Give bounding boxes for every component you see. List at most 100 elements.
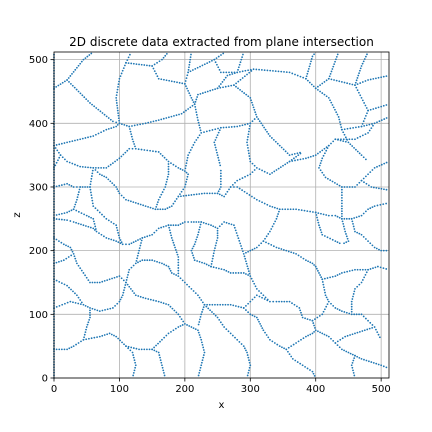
data-point xyxy=(340,188,343,191)
data-point xyxy=(60,212,63,215)
data-point xyxy=(177,224,180,227)
data-point xyxy=(139,123,142,126)
data-point xyxy=(225,71,228,74)
data-point xyxy=(247,267,250,270)
data-point xyxy=(98,310,101,313)
data-point xyxy=(181,324,184,326)
data-point xyxy=(175,311,178,314)
data-point xyxy=(84,186,86,188)
data-point xyxy=(350,305,353,308)
data-point xyxy=(190,287,193,290)
data-point xyxy=(309,333,312,336)
data-point xyxy=(84,166,87,169)
data-point xyxy=(332,140,335,143)
data-point xyxy=(304,365,306,368)
data-point xyxy=(173,273,175,275)
data-point xyxy=(84,331,87,334)
data-point xyxy=(199,226,201,229)
data-point xyxy=(257,118,260,120)
data-point xyxy=(151,65,154,67)
data-point xyxy=(152,150,154,153)
data-point xyxy=(87,100,89,102)
data-point xyxy=(247,95,250,98)
data-point xyxy=(317,330,319,333)
data-point xyxy=(120,72,123,75)
data-point xyxy=(191,99,194,101)
data-point xyxy=(83,96,86,99)
data-point xyxy=(191,247,194,250)
data-point xyxy=(129,53,131,56)
data-point xyxy=(296,305,298,308)
data-point xyxy=(247,250,250,253)
data-point xyxy=(356,285,359,288)
data-point xyxy=(185,178,188,181)
data-point xyxy=(297,154,300,157)
data-point xyxy=(102,166,105,169)
data-point xyxy=(363,58,366,60)
data-point xyxy=(323,93,326,96)
data-point xyxy=(177,264,180,267)
data-point xyxy=(223,268,226,271)
data-point xyxy=(253,164,256,167)
data-point xyxy=(72,70,75,73)
data-point xyxy=(85,276,88,279)
data-point xyxy=(146,235,149,238)
data-point xyxy=(164,186,167,188)
data-point xyxy=(75,260,77,262)
data-point xyxy=(68,210,71,213)
data-point xyxy=(91,199,94,202)
data-point xyxy=(212,255,215,257)
data-point xyxy=(156,75,159,78)
data-point xyxy=(90,175,93,177)
data-point xyxy=(312,372,315,375)
data-point xyxy=(236,186,239,188)
data-point xyxy=(60,218,63,221)
data-point xyxy=(200,299,203,301)
data-point xyxy=(98,173,101,176)
data-point xyxy=(241,56,244,58)
data-point xyxy=(126,276,129,279)
data-point xyxy=(87,279,90,281)
data-point xyxy=(325,305,328,308)
data-point xyxy=(251,162,254,165)
data-point xyxy=(260,122,263,125)
data-point xyxy=(363,102,366,104)
data-point xyxy=(156,203,158,206)
data-point xyxy=(352,369,354,372)
data-point xyxy=(373,122,376,125)
data-point xyxy=(195,193,198,196)
data-point xyxy=(364,114,367,117)
data-point xyxy=(371,169,374,171)
data-point xyxy=(211,59,213,62)
data-point xyxy=(251,314,254,317)
data-point xyxy=(72,208,75,211)
data-point xyxy=(340,81,343,83)
data-point xyxy=(357,74,360,77)
data-point xyxy=(138,348,140,351)
data-point xyxy=(185,109,187,112)
data-point xyxy=(137,202,140,205)
data-point xyxy=(216,303,219,306)
data-point xyxy=(75,201,77,204)
data-point xyxy=(90,194,93,197)
data-point xyxy=(212,266,215,269)
data-point xyxy=(347,351,350,354)
data-point xyxy=(306,72,309,75)
data-point xyxy=(132,374,135,377)
data-point xyxy=(319,151,321,153)
data-point xyxy=(90,191,92,194)
data-point xyxy=(159,208,162,211)
data-point xyxy=(364,80,367,82)
data-point xyxy=(170,224,172,227)
data-point xyxy=(115,224,118,227)
data-point xyxy=(80,340,82,343)
data-point xyxy=(223,78,226,81)
data-point xyxy=(285,348,288,351)
data-point xyxy=(63,283,66,286)
data-point xyxy=(344,140,347,143)
data-point xyxy=(120,194,123,197)
data-point xyxy=(239,61,242,64)
data-point xyxy=(258,168,261,171)
data-point xyxy=(63,348,66,351)
data-point xyxy=(127,199,130,202)
